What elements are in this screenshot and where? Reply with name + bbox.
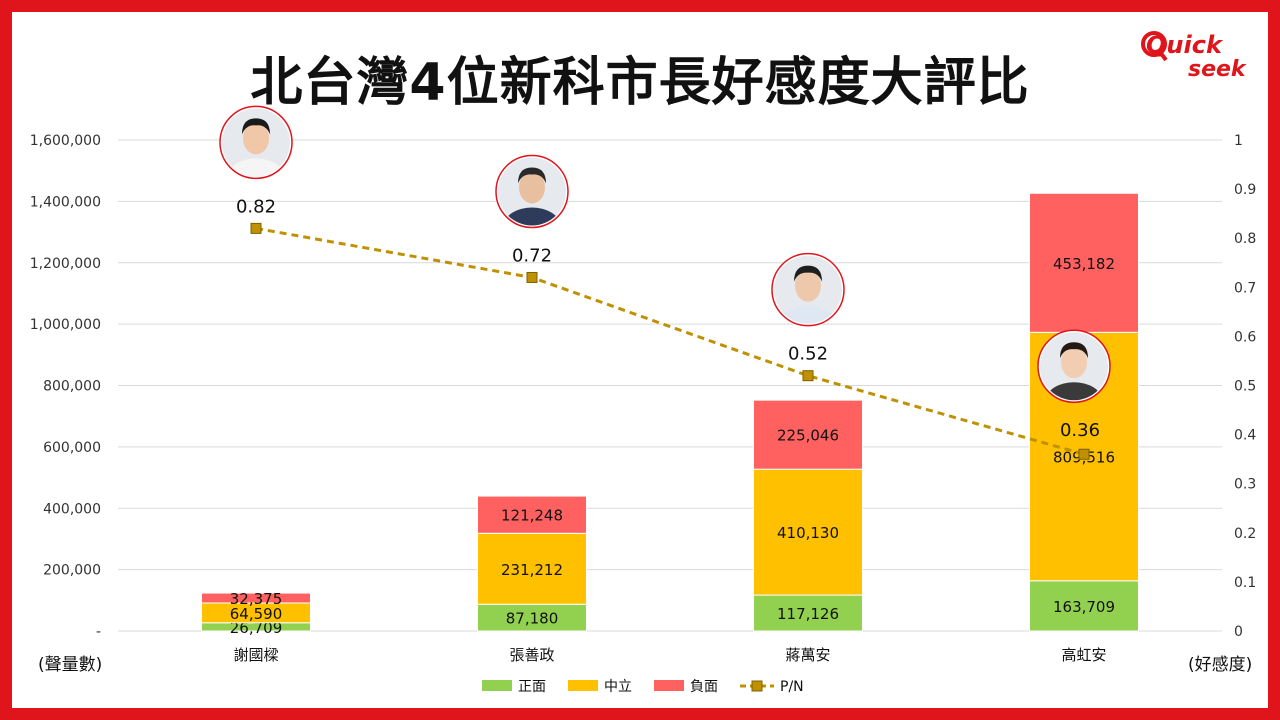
pn-line: 0.82 0.72 0.52 0.36	[236, 196, 1100, 460]
right-tick-label: 1	[1234, 133, 1243, 149]
left-tick-label: 1,600,000	[30, 133, 101, 149]
logo-text-2: seek	[1188, 57, 1247, 82]
right-tick-label: 0.3	[1234, 477, 1256, 493]
avatars	[219, 105, 1111, 403]
bar-segment	[753, 594, 863, 632]
right-tick-label: 0.4	[1234, 428, 1256, 444]
avatar	[219, 105, 293, 180]
left-tick-label: -	[96, 624, 101, 640]
bar-segment	[477, 495, 587, 534]
avatar-shoulders	[228, 158, 284, 177]
left-tick-label: 600,000	[43, 440, 101, 456]
avatar	[1037, 329, 1111, 403]
bar-value-label: 453,182	[1053, 255, 1115, 273]
right-tick-label: 0.8	[1234, 231, 1256, 247]
category-label: 張善政	[509, 646, 554, 664]
bar-segment	[753, 399, 863, 470]
left-tick-label: 800,000	[43, 379, 101, 395]
bar-value-label: 410,130	[777, 524, 839, 542]
bar-segment	[201, 592, 311, 604]
bar-segment	[753, 468, 863, 596]
avatar-shoulders	[1046, 382, 1102, 401]
pn-point	[1078, 448, 1090, 460]
right-tick-label: 0.2	[1234, 526, 1256, 542]
avatar-shoulders	[504, 207, 560, 226]
pn-line-path	[255, 226, 1085, 456]
pn-value-label: 0.36	[1060, 420, 1100, 441]
right-tick-label: 0.9	[1234, 182, 1256, 198]
right-tick-label: 0.5	[1234, 379, 1256, 395]
quickseek-logo: Quick seek	[1141, 31, 1247, 82]
legend-swatch	[654, 680, 684, 691]
bar-value-label: 26,709	[230, 619, 283, 637]
bar-segment	[1029, 580, 1139, 632]
avatar-face	[519, 171, 545, 204]
category-label: 高虹安	[1061, 646, 1106, 664]
right-tick-label: 0.7	[1234, 280, 1256, 296]
pn-point	[802, 370, 814, 382]
left-tick-label: 1,200,000	[30, 256, 101, 272]
pn-point	[526, 271, 538, 283]
pn-value-label: 0.82	[236, 196, 276, 217]
avatar-face	[795, 269, 821, 302]
left-tick-label: 1,000,000	[30, 317, 101, 333]
bar-segment	[477, 603, 587, 632]
bar-value-label: 225,046	[777, 427, 839, 445]
avatar	[495, 154, 569, 229]
bar-segment	[1029, 192, 1139, 333]
right-tick-label: 0.1	[1234, 575, 1256, 591]
legend-swatch	[482, 680, 512, 691]
avatar-face	[243, 122, 269, 155]
left-axis-ticks: - 200,000 400,000 600,000 800,000 1,000,000 1,…	[30, 133, 101, 640]
bar-value-label: 32,375	[230, 590, 283, 608]
legend-marker	[751, 680, 763, 692]
bar-value-label: 231,212	[501, 561, 563, 579]
bar-value-label: 87,180	[506, 610, 559, 628]
bar-segment	[477, 532, 587, 605]
right-tick-label: 0	[1234, 624, 1243, 640]
legend-swatch	[568, 680, 598, 691]
avatar-hair	[794, 265, 822, 282]
legend-label: P/N	[780, 679, 804, 695]
pn-value-label: 0.52	[788, 344, 828, 365]
bar-value-label: 64,590	[230, 605, 283, 623]
bar-value-label: 163,709	[1053, 598, 1115, 616]
bar-value-label: 121,248	[501, 507, 563, 525]
category-labels: 謝國樑 張善政 蔣萬安 高虹安	[233, 646, 1106, 664]
left-tick-label: 1,400,000	[30, 194, 101, 210]
legend-label: 中立	[604, 679, 632, 695]
right-tick-label: 0.6	[1234, 329, 1256, 345]
right-axis-ticks: 0 0.1 0.2 0.3 0.4 0.5 0.6 0.7 0.8 0.9 1	[1234, 133, 1256, 640]
page-title: 北台灣4位新科市長好感度大評比	[250, 53, 1030, 113]
avatar-hair	[1060, 342, 1088, 359]
avatar-shoulders	[780, 305, 836, 324]
legend-label: 負面	[690, 679, 718, 695]
avatar-face	[1061, 346, 1087, 379]
right-axis-label: (好感度)	[1188, 655, 1252, 675]
category-label: 蔣萬安	[785, 646, 830, 664]
left-axis-label: (聲量數)	[38, 655, 102, 675]
avatar-hair	[242, 118, 270, 135]
pn-value-label: 0.72	[512, 245, 552, 266]
category-label: 謝國樑	[233, 646, 278, 664]
avatar-hair	[518, 167, 546, 184]
pn-point	[250, 222, 262, 234]
left-tick-label: 200,000	[43, 563, 101, 579]
avatar	[771, 252, 845, 327]
left-tick-label: 400,000	[43, 501, 101, 517]
legend-label: 正面	[518, 679, 546, 695]
bar-value-label: 117,126	[777, 605, 839, 623]
logo-text-1: Quick	[1146, 31, 1224, 59]
legend: 正面 中立 負面 P/N	[482, 679, 804, 695]
